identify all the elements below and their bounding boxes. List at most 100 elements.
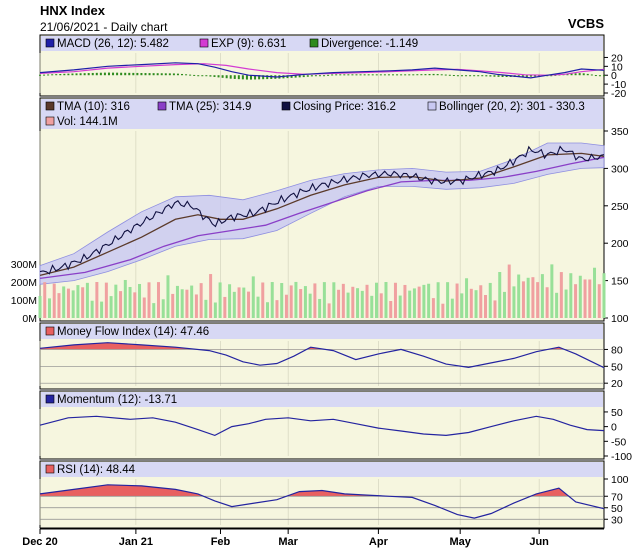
divergence-bar	[331, 74, 334, 76]
volume-bar	[109, 296, 113, 318]
volume-bar	[370, 295, 374, 318]
volume-bar	[474, 290, 478, 318]
legend-band	[41, 99, 603, 129]
volume-bar	[128, 286, 132, 318]
divergence-bar	[217, 75, 220, 78]
volume-bar	[85, 282, 89, 318]
legend-label: Divergence: -1.149	[321, 38, 418, 50]
divergence-bar	[67, 73, 70, 76]
legend-label: Vol: 144.1M	[57, 116, 118, 128]
divergence-bar	[209, 75, 212, 77]
divergence-bar	[286, 75, 289, 79]
panel-macd: MACD (26, 12): 5.482 EXP (9): 6.631 Diverg…	[39, 34, 626, 100]
divergence-bar	[298, 75, 301, 78]
divergence-bar	[213, 75, 216, 77]
divergence-bar	[245, 75, 248, 80]
divergence-bar	[586, 73, 589, 76]
volume-bar	[593, 267, 597, 318]
divergence-bar	[136, 72, 139, 76]
divergence-bar	[63, 73, 66, 76]
y-tick-label: 350	[611, 126, 629, 138]
volume-bar	[199, 283, 203, 318]
volume-bar	[356, 288, 360, 318]
divergence-bar	[59, 73, 62, 76]
volume-bar	[289, 285, 293, 318]
volume-bar	[119, 291, 123, 318]
divergence-bar	[497, 75, 500, 77]
volume-bar	[81, 287, 85, 318]
volume-bar	[62, 286, 66, 318]
volume-bar	[417, 286, 421, 318]
volume-bar	[427, 283, 431, 318]
divergence-bar	[339, 74, 342, 76]
volume-bar	[213, 302, 217, 318]
chart-subtitle: 21/06/2021 - Daily chart	[40, 20, 168, 34]
volume-bar	[555, 292, 559, 318]
volume-bar	[564, 289, 568, 318]
volume-bar	[43, 282, 47, 318]
volume-bar	[90, 300, 94, 318]
volume-bar	[469, 288, 473, 318]
divergence-bar	[465, 75, 468, 77]
legend-swatch	[427, 101, 437, 111]
y-tick-label: 0	[611, 422, 617, 434]
volume-bar	[512, 286, 516, 318]
divergence-bar	[469, 75, 472, 77]
divergence-bar	[140, 72, 143, 76]
divergence-bar	[75, 73, 78, 76]
divergence-bar	[43, 74, 46, 76]
volume-bar	[479, 285, 483, 318]
volume-bar	[465, 278, 469, 318]
volume-bar	[398, 295, 402, 318]
tma10-line	[39, 152, 605, 277]
volume-bar	[313, 283, 317, 318]
divergence-bar	[290, 75, 293, 78]
volume-bar	[322, 282, 326, 318]
divergence-bar	[318, 75, 321, 77]
y-tick-label: 250	[611, 201, 629, 213]
y-tick-label: -10	[611, 79, 626, 91]
divergence-bar	[132, 72, 135, 76]
divergence-bar	[452, 75, 455, 77]
volume-bar	[346, 292, 350, 318]
divergence-bar	[160, 73, 163, 76]
divergence-bar	[249, 75, 252, 80]
volume-bar	[270, 282, 274, 318]
volume-bar	[502, 291, 506, 318]
divergence-bar	[156, 73, 159, 76]
x-tick-label: Jan 21	[119, 536, 153, 548]
volume-bar	[517, 274, 521, 318]
volume-bar	[375, 282, 379, 318]
divergence-bar	[323, 75, 326, 77]
divergence-bar	[112, 72, 115, 76]
divergence-bar	[314, 75, 317, 77]
volume-bar	[104, 282, 108, 318]
divergence-bar	[79, 73, 82, 76]
volume-bar	[455, 283, 459, 318]
divergence-bar	[55, 74, 58, 76]
divergence-bar	[120, 72, 123, 76]
rsi-line	[39, 484, 605, 519]
y-tick-label: 50	[611, 407, 623, 419]
y-tick-label: 10	[611, 61, 623, 73]
volume-bar	[431, 298, 435, 318]
volume-bar	[341, 283, 345, 318]
volume-bar	[351, 286, 355, 318]
divergence-bar	[107, 72, 110, 76]
divergence-bar	[400, 74, 403, 76]
divergence-bar	[144, 73, 147, 76]
mfi-line	[39, 342, 605, 369]
volume-bar	[569, 273, 573, 318]
divergence-bar	[501, 75, 504, 77]
y-tick-label: 50	[611, 503, 623, 515]
divergence-bar	[87, 73, 90, 76]
volume-bar	[446, 282, 450, 318]
divergence-bar	[594, 75, 597, 77]
volume-bar	[204, 299, 208, 318]
divergence-bar	[379, 74, 382, 76]
volume-bar	[156, 282, 160, 318]
volume-bar	[242, 287, 246, 318]
x-tick-label: May	[449, 536, 471, 548]
volume-tick-label: 0M	[22, 313, 37, 325]
